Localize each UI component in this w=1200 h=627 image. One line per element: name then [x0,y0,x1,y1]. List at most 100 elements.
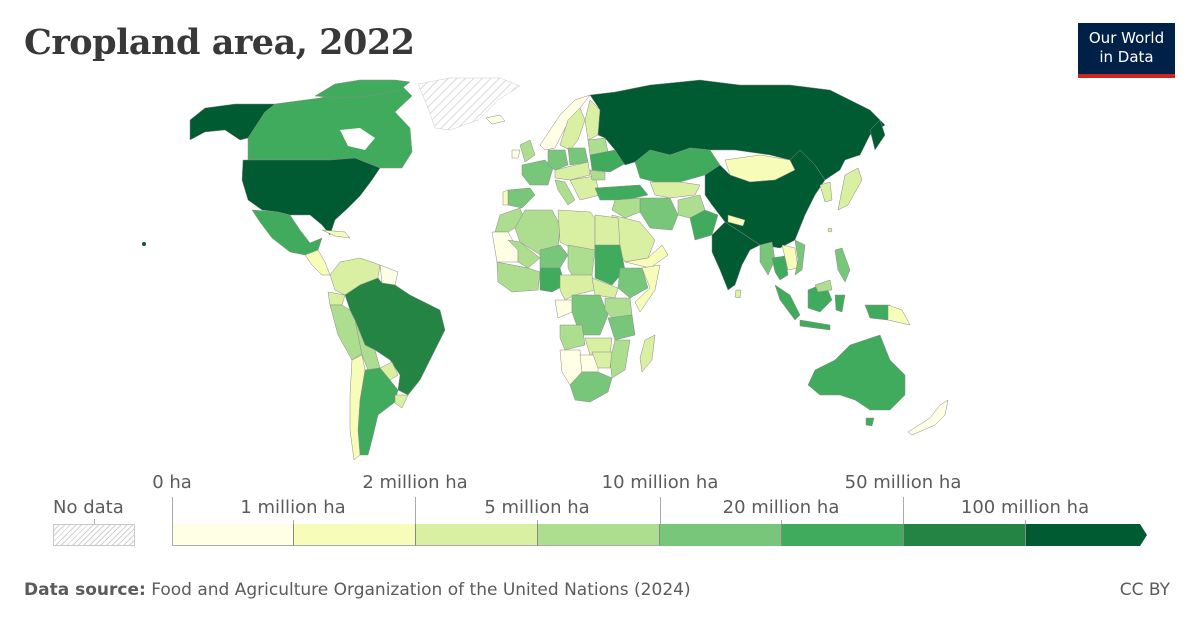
data-source: Data source: Food and Agriculture Organi… [24,580,691,600]
country-new-zealand[interactable] [907,399,949,436]
country-indonesia-sumatra[interactable] [774,284,801,321]
country-central-europe[interactable] [554,161,591,181]
data-source-label: Data source: [24,580,146,600]
country-russia-kamchatka[interactable] [869,119,886,151]
legend-tick-100m [1025,520,1026,524]
country-france[interactable] [521,159,554,186]
legend-label-50m: 50 million ha [844,472,962,493]
country-niger[interactable] [539,244,569,269]
country-australia[interactable] [807,334,906,411]
country-myanmar[interactable] [759,241,776,276]
country-angola[interactable] [559,324,586,351]
country-spain[interactable] [507,187,536,209]
country-greenland[interactable] [417,77,521,131]
country-poland[interactable] [567,147,589,166]
country-uruguay[interactable] [394,394,409,409]
country-vietnam[interactable] [794,239,806,276]
country-libya[interactable] [557,209,596,251]
country-nigeria[interactable] [539,267,566,293]
owid-logo[interactable]: Our World in Data [1078,23,1175,78]
country-mauritania[interactable] [491,231,519,263]
country-iran[interactable] [639,197,679,231]
legend-tick-0 [172,497,173,524]
legend-label-2m: 2 million ha [362,472,468,493]
country-indonesia-java[interactable] [799,319,831,331]
country-chile[interactable] [349,354,366,460]
country-germany[interactable] [547,149,569,171]
chart-title: Cropland area, 2022 [24,22,415,63]
country-iraq-syria[interactable] [611,197,641,219]
world-map [142,77,949,460]
country-yemen-oman[interactable] [624,244,669,269]
logo-line-1: Our World [1088,29,1165,47]
legend-bin-0-1m[interactable] [172,524,294,546]
country-gabon-congo[interactable] [554,299,573,319]
legend-tick-1m [293,520,294,524]
legend-bin-100m-plus[interactable] [1026,524,1148,546]
country-pakistan[interactable] [689,209,719,241]
legend-label-20m: 20 million ha [722,497,840,518]
country-philippines[interactable] [834,247,851,283]
country-romania[interactable] [589,169,606,181]
legend-bin-20-50m[interactable] [782,524,904,546]
country-kenya-uganda[interactable] [604,297,633,319]
license-link[interactable]: CC BY [1119,580,1170,600]
legend-bin-5-10m[interactable] [538,524,660,546]
legend-label-10m: 10 million ha [601,472,719,493]
country-malaysia-borneo[interactable] [814,279,833,293]
country-canada-islands[interactable] [314,79,411,99]
legend-tick-5m [537,520,538,524]
country-usa[interactable] [241,157,381,236]
country-indonesia-sulawesi[interactable] [834,294,846,313]
logo-line-2: in Data [1099,48,1154,66]
country-ethiopia[interactable] [617,267,649,299]
country-japan[interactable] [837,167,863,211]
legend-label-100m: 100 million ha [960,497,1090,518]
country-mozambique[interactable] [609,339,631,379]
legend-bin-50-100m[interactable] [904,524,1026,546]
legend-tick-2m [415,497,416,524]
country-somalia[interactable] [634,264,661,313]
country-south-africa[interactable] [569,371,613,403]
country-cuba[interactable] [321,229,351,239]
country-korea[interactable] [819,181,833,203]
country-mexico[interactable] [251,209,323,256]
country-tanzania[interactable] [607,314,636,341]
country-hawaii[interactable] [142,242,146,246]
legend-tick-10m [660,497,661,524]
country-sudan[interactable] [594,244,626,286]
legend-bin-2-5m[interactable] [416,524,538,546]
country-png[interactable] [887,304,911,326]
country-hudson-bay-hole[interactable] [340,128,375,150]
country-madagascar[interactable] [639,334,656,373]
country-zimbabwe[interactable] [591,351,613,369]
country-uk[interactable] [519,139,536,163]
country-portugal[interactable] [502,189,509,206]
country-sri-lanka[interactable] [734,289,742,299]
country-turkey[interactable] [594,184,649,201]
country-taiwan[interactable] [827,227,833,233]
legend-tick-20m [781,520,782,524]
country-argentina[interactable] [357,367,399,456]
country-thailand[interactable] [771,255,789,281]
country-central-asia-stans[interactable] [649,181,701,199]
country-nepal[interactable] [727,214,746,227]
country-italy[interactable] [554,179,576,206]
country-egypt[interactable] [594,214,621,249]
country-west-africa[interactable] [496,261,541,293]
legend-no-data-tick [94,519,95,524]
legend-label-1m: 1 million ha [240,497,346,518]
legend-bin-10-20m[interactable] [660,524,782,546]
country-indonesia-papua[interactable] [864,304,891,321]
country-guianas[interactable] [379,264,399,286]
legend-bin-1-2m[interactable] [294,524,416,546]
country-tasmania[interactable] [865,417,875,427]
country-central-america[interactable] [304,249,331,276]
country-iceland[interactable] [485,114,506,125]
legend-label-5m: 5 million ha [484,497,590,518]
country-ireland[interactable] [511,149,521,159]
legend-no-data-label: No data [53,497,124,518]
legend-tick-50m [903,497,904,524]
country-india[interactable] [711,221,761,291]
